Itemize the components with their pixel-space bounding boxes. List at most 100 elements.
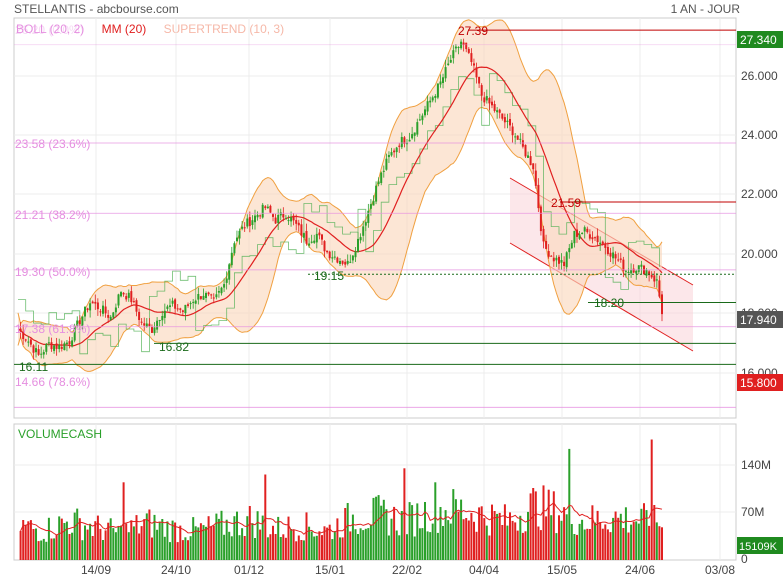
volume-bar [501,525,504,560]
candle-body [632,268,635,273]
candle-body [369,204,372,209]
volume-bar [503,504,506,560]
candle-body [140,321,143,323]
volume-bar [622,528,625,560]
candle-body [447,63,450,65]
volume-bar [506,525,509,560]
candle-body [341,260,344,264]
candle-body [24,339,27,341]
volume-bar [588,529,591,560]
candle-body [581,232,584,234]
volume-bar [583,529,586,560]
volume-bar [473,521,475,560]
candle-body [558,256,560,264]
volume-bar [519,515,522,560]
candle-body [578,234,581,239]
volume-bar [241,528,244,560]
volume-bar [362,530,365,560]
volume-bar [333,531,336,560]
volume-bar [323,526,326,560]
volume-bar [344,508,347,560]
volume-bar [217,518,220,560]
candle-body [624,270,627,272]
candle-body [362,226,365,236]
candle-body [22,332,25,340]
volume-bar [369,524,372,560]
volume-bar [478,507,481,560]
candle-body [619,258,622,260]
candle-body [202,295,205,300]
volume-bar [462,519,465,560]
volume-bar [290,529,293,560]
candle-body [248,217,251,227]
volume-bar [205,526,207,560]
candle-body [174,299,177,309]
volume-bar [91,536,94,560]
candle-body [315,233,318,243]
volume-bar [29,520,32,560]
volume-bar [599,522,602,560]
volume-bar [661,527,663,560]
volume-bar [197,527,200,560]
candle-body [529,156,532,166]
candle-body [516,135,519,140]
volume-bar [326,527,329,560]
volume-bar [436,532,439,560]
volume-bar [480,506,483,560]
candle-body [519,138,522,140]
volume-bar [248,506,251,560]
volume-bar [612,517,615,560]
candle-body [163,310,166,318]
candle-body [189,303,192,305]
volume-bar [230,536,233,560]
candle-body [326,250,329,253]
candle-body [658,280,661,297]
candle-body [151,326,153,333]
candle-body [187,304,189,306]
volume-bar [269,534,272,560]
candle-body [601,241,604,244]
volume-bar [125,523,128,560]
volume-bar [24,524,27,560]
volume-bar [532,488,535,560]
candle-body [444,67,447,79]
candle-body [127,292,130,298]
candle-body [104,306,107,314]
candle-body [503,117,506,123]
candle-body [351,255,354,261]
candle-body [460,41,463,49]
candle-body [331,257,334,259]
candle-body [436,83,439,98]
volume-bar [609,532,612,560]
candle-body [292,215,295,221]
candle-body [354,251,357,258]
candle-body [300,224,303,236]
volume-bar [387,535,390,560]
candle-body [439,81,442,85]
candle-body [68,341,71,345]
candle-body [107,315,110,318]
volume-bar [648,525,651,560]
candle-body [55,343,58,349]
bollinger-upper [17,19,663,334]
volume-bar [148,509,151,560]
candle-body [42,352,45,355]
candle-body [596,235,599,243]
volume-bar [635,521,638,560]
volume-bar [632,521,635,560]
volume-bar [514,522,517,560]
volume-bar [349,531,352,560]
volume-bar [606,529,609,560]
volume-bar [68,534,71,560]
volume-bar [542,485,545,560]
candle-body [27,341,30,343]
candle-body [395,147,398,153]
candle-body [514,136,517,138]
volume-bar [65,521,68,560]
candle-body [545,241,548,249]
volume-bar [71,532,74,560]
candle-body [591,237,594,240]
volume-bar [19,530,22,560]
candle-body [653,275,656,282]
